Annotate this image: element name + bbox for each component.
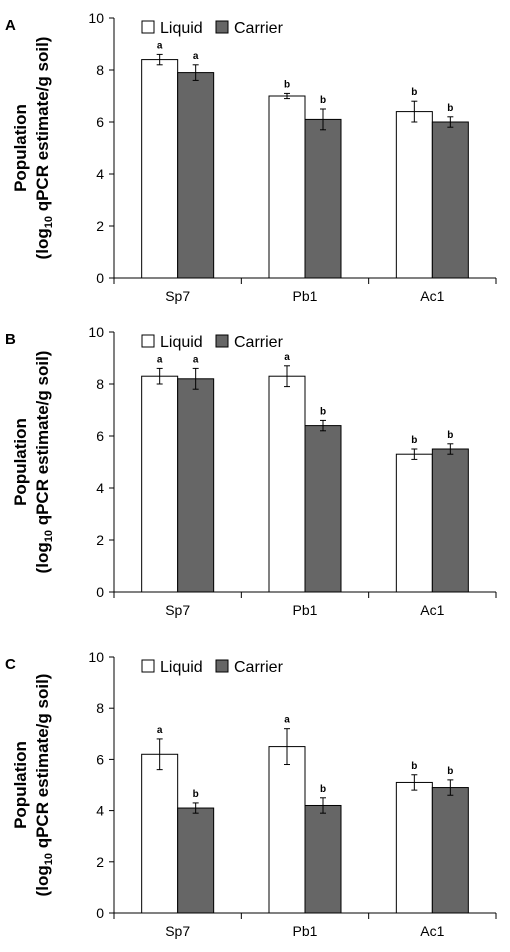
panel-c-category-label: Sp7 bbox=[165, 923, 190, 939]
panel-a-category-label: Sp7 bbox=[165, 288, 190, 304]
panel-b-y-tick-label: 8 bbox=[96, 376, 104, 392]
panel-c-significance-letter: b bbox=[193, 789, 199, 800]
panel-a-ylabel-line1: Population bbox=[11, 104, 30, 192]
panel-a-category-label: Pb1 bbox=[293, 288, 318, 304]
panel-a-bar-liquid bbox=[268, 95, 306, 279]
panel-a-legend-label-liquid: Liquid bbox=[160, 20, 203, 37]
panel-b-category-label: Ac1 bbox=[420, 602, 444, 618]
panel-c-legend-swatch-carrier bbox=[215, 659, 229, 673]
panel-b-legend-label-carrier: Carrier bbox=[234, 334, 284, 351]
panel-b-bar-liquid bbox=[395, 453, 433, 593]
panel-b-bar-liquid bbox=[268, 375, 306, 593]
panel-c-ylabel-line1: Population bbox=[11, 741, 30, 829]
panel-c-y-tick-label: 8 bbox=[96, 700, 104, 716]
panel-b-category-label: Pb1 bbox=[293, 602, 318, 618]
panel-a-significance-letter: b bbox=[447, 103, 453, 114]
panel-c-legend-label-carrier: Carrier bbox=[234, 659, 284, 676]
panel-b-significance-letter: b bbox=[447, 430, 453, 441]
panel-c-bar-carrier bbox=[431, 787, 469, 914]
panel-b-y-tick-label: 6 bbox=[96, 428, 104, 444]
panel-c-bar-carrier bbox=[304, 804, 342, 914]
panel-c-y-tick-label: 2 bbox=[96, 854, 104, 870]
panel-b-bar-carrier bbox=[177, 378, 215, 593]
panel-a-significance-letter: b bbox=[411, 87, 417, 98]
panel-b-y-tick-label: 2 bbox=[96, 532, 104, 548]
panel-b-legend-swatch-carrier bbox=[215, 334, 229, 348]
panel-c-letter: C bbox=[5, 656, 16, 673]
panel-b-ylabel-line1: Population bbox=[11, 418, 30, 506]
panel-b-significance-letter: a bbox=[193, 354, 199, 365]
panel-b-significance-letter: a bbox=[284, 352, 290, 363]
panel-a-bar-liquid bbox=[141, 59, 179, 279]
panel-c-significance-letter: a bbox=[157, 725, 163, 736]
panel-c-significance-letter: b bbox=[447, 766, 453, 777]
panel-c-significance-letter: b bbox=[320, 784, 326, 795]
panel-c-legend-swatch-liquid bbox=[141, 659, 155, 673]
panel-a-legend-swatch-carrier bbox=[215, 20, 229, 34]
panel-c-ylabel-line2: (log10 qPCR estimate/g soil) bbox=[33, 674, 55, 897]
panel-a-significance-letter: b bbox=[320, 95, 326, 106]
panel-a-significance-letter: b bbox=[284, 79, 290, 90]
panel-b-significance-letter: b bbox=[320, 406, 326, 417]
panel-c-category-label: Ac1 bbox=[420, 923, 444, 939]
panel-c-bar-liquid bbox=[141, 753, 179, 914]
panel-a-legend-swatch-liquid bbox=[141, 20, 155, 34]
panel-c-bar-liquid bbox=[395, 781, 433, 914]
panel-a-significance-letter: a bbox=[193, 51, 199, 62]
panel-b-bar-carrier bbox=[431, 448, 469, 593]
panel-b-category-label: Sp7 bbox=[165, 602, 190, 618]
panel-b-bar-liquid bbox=[141, 375, 179, 593]
panel-c-significance-letter: b bbox=[411, 761, 417, 772]
panel-a-bar-carrier bbox=[431, 121, 469, 279]
panel-c-y-tick-label: 4 bbox=[96, 803, 104, 819]
panel-a-bar-carrier bbox=[304, 118, 342, 279]
panel-b-legend-label-liquid: Liquid bbox=[160, 334, 203, 351]
panel-b-y-tick-label: 10 bbox=[88, 324, 104, 340]
panel-c-legend-label-liquid: Liquid bbox=[160, 659, 203, 676]
panel-a-ylabel-line2: (log10 qPCR estimate/g soil) bbox=[33, 37, 55, 260]
panel-a-y-tick-label: 4 bbox=[96, 166, 104, 182]
panel-c-y-tick-label: 6 bbox=[96, 751, 104, 767]
panel-a-y-tick-label: 2 bbox=[96, 218, 104, 234]
panel-c-bar-carrier bbox=[177, 807, 215, 914]
panel-b-legend-swatch-liquid bbox=[141, 334, 155, 348]
panel-b-ylabel-line2: (log10 qPCR estimate/g soil) bbox=[33, 351, 55, 574]
panel-a-category-label: Ac1 bbox=[420, 288, 444, 304]
panel-b-y-tick-label: 4 bbox=[96, 480, 104, 496]
panel-c-y-tick-label: 10 bbox=[88, 649, 104, 665]
panel-a-letter: A bbox=[5, 17, 16, 34]
panel-a-y-tick-label: 6 bbox=[96, 114, 104, 130]
panel-a-bar-carrier bbox=[177, 72, 215, 279]
panel-a-y-tick-label: 10 bbox=[88, 10, 104, 26]
panel-b-y-tick-label: 0 bbox=[96, 584, 104, 600]
panel-b-letter: B bbox=[5, 331, 16, 348]
panel-b-significance-letter: b bbox=[411, 435, 417, 446]
panel-a-bar-liquid bbox=[395, 111, 433, 279]
panel-c-category-label: Pb1 bbox=[293, 923, 318, 939]
panel-c-bar-liquid bbox=[268, 746, 306, 914]
panel-b-significance-letter: a bbox=[157, 354, 163, 365]
panel-a-y-tick-label: 0 bbox=[96, 270, 104, 286]
panel-a-y-tick-label: 8 bbox=[96, 62, 104, 78]
panel-a-legend-label-carrier: Carrier bbox=[234, 20, 284, 37]
panel-b-bar-carrier bbox=[304, 425, 342, 593]
panel-c-significance-letter: a bbox=[284, 715, 290, 726]
panel-a-significance-letter: a bbox=[157, 40, 163, 51]
panel-c-y-tick-label: 0 bbox=[96, 905, 104, 921]
